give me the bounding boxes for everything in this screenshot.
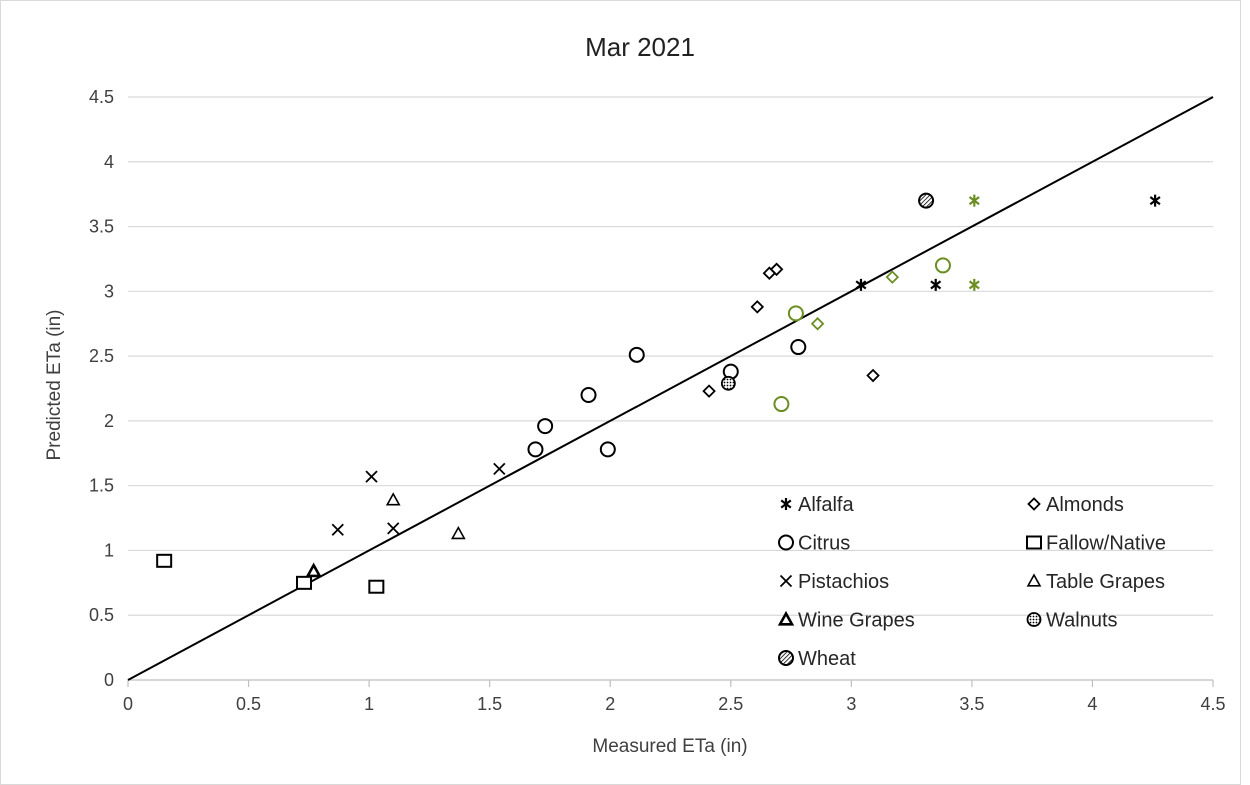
- y-tick-label: 2: [104, 411, 114, 431]
- data-point-almonds: [866, 368, 880, 383]
- data-point-fallow-native: [296, 575, 313, 590]
- data-point-citrus: [580, 386, 597, 403]
- y-tick-label: 1.5: [89, 476, 114, 496]
- y-tick-label: 3: [104, 281, 114, 301]
- data-point-citrus: [599, 441, 616, 458]
- y-tick-label: 0.5: [89, 605, 114, 625]
- data-point-pistachios: [493, 462, 506, 475]
- chart-title: Mar 2021: [585, 32, 695, 62]
- hatched-circle-icon: [778, 650, 794, 666]
- y-tick-label: 0: [104, 670, 114, 690]
- data-point-citrus: [527, 441, 544, 458]
- x-tick-label: 4.5: [1200, 694, 1225, 714]
- x-axis-title: Measured ETa (in): [592, 736, 747, 757]
- y-tick-label: 4: [104, 152, 114, 172]
- x-tick-label: 2.5: [718, 694, 743, 714]
- legend-label: Pistachios: [798, 571, 889, 593]
- y-tick-label: 4.5: [89, 87, 114, 107]
- data-point-almonds: [702, 384, 716, 398]
- data-point-pistachios: [365, 470, 378, 483]
- data-point-citrus: [628, 346, 645, 363]
- data-point-table-grapes: [385, 492, 401, 506]
- data-point-fallow-native: [156, 553, 173, 568]
- data-point-citrus: [537, 418, 554, 435]
- data-point-fallow-native: [368, 579, 385, 594]
- data-point-alfalfa: [1149, 194, 1161, 207]
- legend-label: Fallow/Native: [1046, 533, 1166, 555]
- data-point-citrus: [773, 396, 790, 413]
- data-point-citrus: [787, 305, 804, 322]
- axes: 0 0.5 1 1.5 2 2.5 3 3.5 4 4.5 0 0.5 1 1.5 2 2.5 3 3.5 4 4.5: [89, 87, 1226, 714]
- legend-label: Almonds: [1046, 494, 1124, 516]
- data-point-almonds: [885, 270, 900, 284]
- legend-label: Wheat: [798, 648, 856, 670]
- legend-label: Alfalfa: [798, 494, 854, 516]
- data-point-almonds: [769, 262, 784, 277]
- data-points: [156, 192, 1161, 594]
- data-point-wheat: [918, 192, 935, 209]
- x-tick-label: 2: [605, 694, 615, 714]
- diamond-icon: [1027, 497, 1041, 511]
- data-point-pistachios: [387, 522, 400, 535]
- x-tick-label: 0: [123, 694, 133, 714]
- dotted-circle-icon: [1026, 612, 1042, 627]
- triangle-icon: [1026, 573, 1042, 587]
- data-point-alfalfa: [930, 278, 942, 291]
- legend-label: Citrus: [798, 533, 850, 555]
- y-tick-label: 1: [104, 540, 114, 560]
- legend: Alfalfa Almonds Citrus Fallow/Native Pistach…: [777, 494, 1166, 670]
- x-tick-label: 4: [1087, 694, 1097, 714]
- y-axis-title: Predicted ETa (in): [44, 309, 65, 460]
- y-tick-label: 2.5: [89, 346, 114, 366]
- legend-label: Wine Grapes: [798, 610, 915, 632]
- data-point-alfalfa: [968, 278, 980, 291]
- data-point-citrus: [934, 257, 951, 274]
- x-tick-label: 0.5: [236, 694, 261, 714]
- legend-label: Walnuts: [1046, 610, 1118, 632]
- data-point-almonds: [750, 300, 765, 314]
- data-point-almonds: [810, 316, 825, 331]
- square-icon: [1026, 535, 1042, 550]
- triangle-bold-icon: [777, 610, 795, 626]
- gridlines: [128, 96, 1213, 616]
- x-tick-label: 1.5: [477, 694, 502, 714]
- legend-label: Table Grapes: [1046, 571, 1165, 593]
- x-tick-label: 3: [846, 694, 856, 714]
- data-point-table-grapes: [450, 525, 466, 540]
- data-point-alfalfa: [968, 194, 980, 207]
- data-point-wine-grapes: [305, 562, 322, 578]
- data-point-alfalfa: [855, 278, 867, 291]
- asterisk-icon: [780, 498, 792, 510]
- data-point-citrus: [790, 339, 807, 356]
- x-tick-label: 1: [364, 694, 374, 714]
- x-tick-label: 3.5: [959, 694, 984, 714]
- y-tick-label: 3.5: [89, 217, 114, 237]
- circle-icon: [778, 534, 794, 551]
- data-point-walnuts: [720, 375, 736, 391]
- cross-icon: [779, 574, 793, 588]
- data-point-pistachios: [331, 523, 344, 536]
